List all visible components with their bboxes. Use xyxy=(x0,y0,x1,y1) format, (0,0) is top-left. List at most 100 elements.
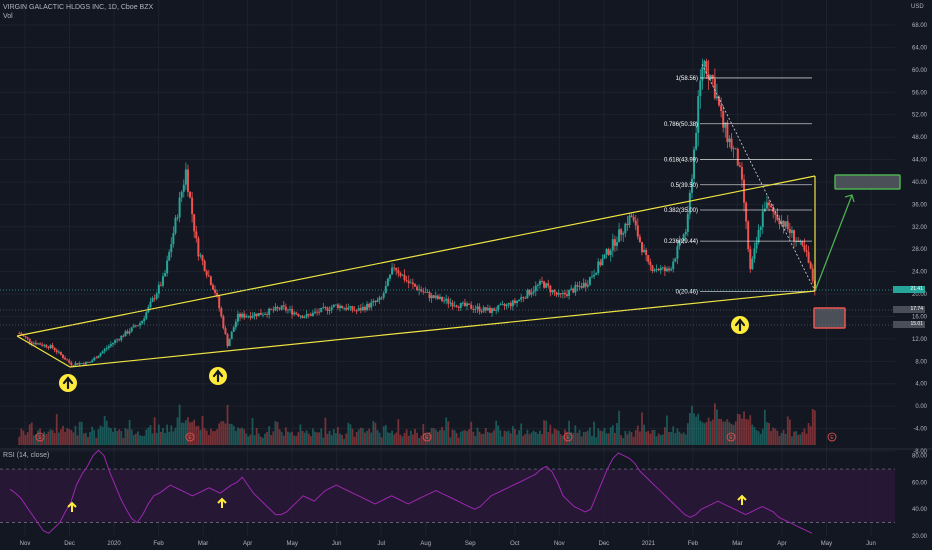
up-arrow-icon xyxy=(212,369,224,383)
volume-bar xyxy=(234,430,237,445)
volume-bar xyxy=(753,427,756,445)
volume-bar xyxy=(603,428,606,445)
earnings-e-icon xyxy=(185,432,195,442)
volume-bar xyxy=(439,429,441,445)
candle-body xyxy=(597,261,600,274)
candle-body xyxy=(26,337,29,339)
candle-body xyxy=(497,305,500,311)
candle-body xyxy=(526,290,529,299)
candle-body xyxy=(95,357,98,359)
volume-bar xyxy=(97,429,100,445)
candle-body xyxy=(688,192,691,214)
volume-bar xyxy=(332,429,335,445)
candle-body xyxy=(338,305,341,309)
candle-body xyxy=(24,335,27,338)
volume-bar xyxy=(411,434,414,445)
candle-body xyxy=(426,292,429,293)
volume-bar xyxy=(334,433,337,445)
volume-bar xyxy=(605,433,608,445)
volume-bar xyxy=(586,430,589,445)
volume-bar xyxy=(620,435,623,445)
candle-body xyxy=(809,262,812,269)
volume-bar xyxy=(109,428,112,445)
wedge-start-line xyxy=(16,335,71,368)
candle-body xyxy=(459,302,462,308)
volume-bar xyxy=(478,431,481,445)
volume-bar xyxy=(457,437,460,445)
candle-body xyxy=(270,308,273,310)
candle-body xyxy=(118,339,121,341)
candle-body xyxy=(297,314,300,317)
candle-body xyxy=(432,295,435,298)
candle-body xyxy=(661,267,664,269)
candle-body xyxy=(584,282,587,287)
candle-body xyxy=(232,327,235,332)
candle-body xyxy=(793,230,796,242)
volume-bar xyxy=(691,405,693,445)
volume-bar xyxy=(266,431,268,445)
candle-body xyxy=(447,298,450,304)
volume-bar xyxy=(713,403,716,445)
candle-body xyxy=(628,215,631,226)
candle-body xyxy=(672,261,675,269)
volume-bar xyxy=(726,419,729,445)
stop-box xyxy=(813,307,846,329)
candle-body xyxy=(70,362,73,366)
symbol-title: VIRGIN GALACTIC HLDGS INC, 1D, Cboe BZX xyxy=(3,4,154,11)
candle-body xyxy=(334,304,337,306)
candle-body xyxy=(786,221,789,229)
candle-body xyxy=(418,289,421,291)
candle-body xyxy=(659,268,662,271)
volume-bar xyxy=(759,433,762,445)
volume-bar xyxy=(168,431,171,445)
rsi-y-tick-label: 60.00 xyxy=(912,480,928,486)
candle-body xyxy=(166,260,169,274)
volume-bar xyxy=(766,422,768,445)
volume-bar xyxy=(224,423,227,445)
candle-body xyxy=(399,273,402,276)
candle-body xyxy=(780,220,783,225)
candle-body xyxy=(47,347,50,348)
candle-body xyxy=(251,316,254,318)
volume-bar xyxy=(557,430,560,445)
candle-body xyxy=(99,353,102,357)
volume-bar xyxy=(157,424,160,445)
candle-body xyxy=(503,304,506,306)
candle-body xyxy=(28,338,31,343)
candle-body xyxy=(495,310,498,312)
candle-body xyxy=(86,361,89,363)
candle-body xyxy=(136,325,139,327)
volume-bar xyxy=(207,434,210,445)
volume-bar xyxy=(93,429,96,445)
candle-body xyxy=(268,308,271,315)
volume-bar xyxy=(774,428,777,445)
candle-body xyxy=(695,132,698,150)
candle-body xyxy=(420,289,423,292)
candle-body xyxy=(705,60,708,74)
fib-level-label: 0(20.46) xyxy=(676,289,698,295)
volume-bar xyxy=(728,422,731,445)
candle-body xyxy=(720,105,723,112)
candle-body xyxy=(570,288,573,291)
candle-body xyxy=(89,362,92,363)
candle-body xyxy=(191,197,194,215)
volume-bar xyxy=(28,424,31,445)
fibonacci-levels: 1(58.56) 0.786(50.38) 0.618(43.99) 0.5(39.5… xyxy=(664,76,812,295)
volume-bar xyxy=(614,432,616,445)
volume-bar xyxy=(707,417,710,445)
candle-body xyxy=(261,314,264,316)
candle-body xyxy=(424,292,427,293)
candle-body xyxy=(438,296,441,300)
candle-body xyxy=(324,307,327,308)
candle-body xyxy=(126,331,129,334)
candle-body xyxy=(207,275,210,277)
volume-bar xyxy=(409,430,412,445)
volume-bar xyxy=(322,437,325,445)
up-arrow-icon xyxy=(62,376,74,390)
candle-body xyxy=(151,298,154,302)
volume-bar xyxy=(407,435,410,445)
volume-bar xyxy=(243,429,246,445)
candle-body xyxy=(743,179,746,203)
up-arrow-icon xyxy=(734,318,746,332)
